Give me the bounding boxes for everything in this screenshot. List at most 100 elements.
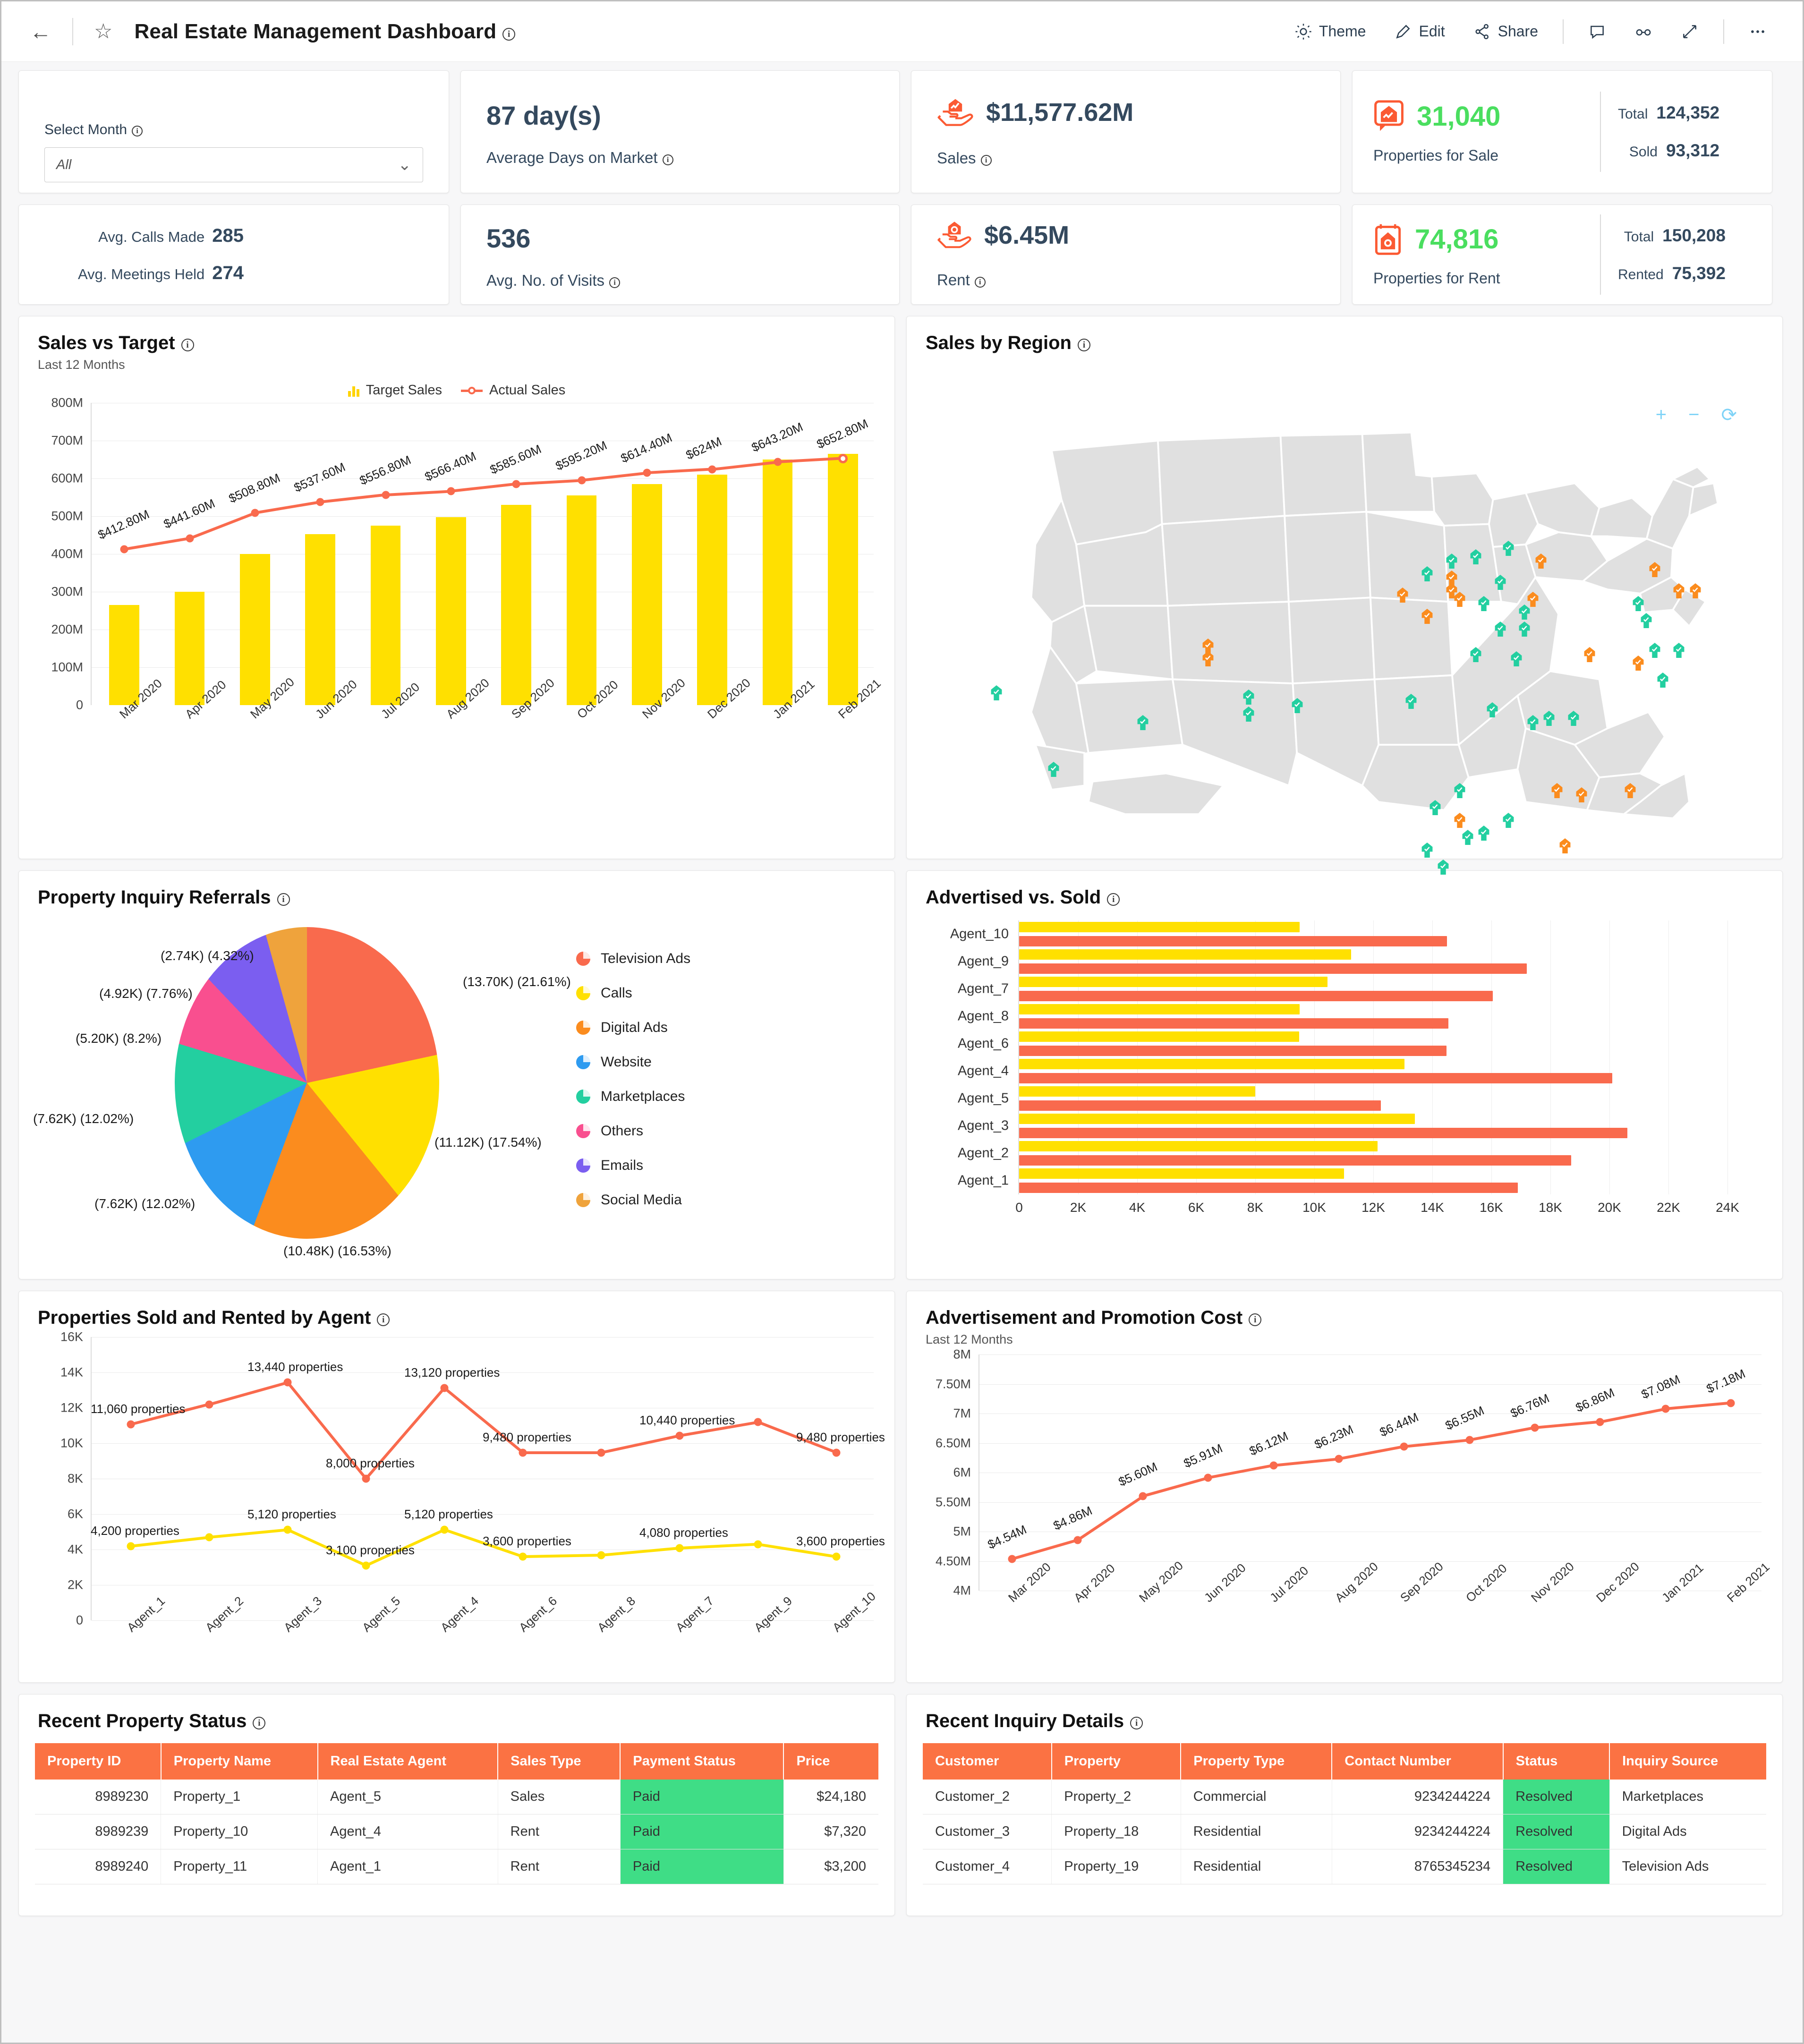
map-pin-rent-icon[interactable] [1632, 596, 1644, 611]
pie-legend-item[interactable]: Others [576, 1123, 690, 1139]
legend-actual-sales[interactable]: Actual Sales [461, 383, 565, 398]
cost-point[interactable] [1204, 1473, 1212, 1482]
map-pin-rent-icon[interactable] [1478, 826, 1490, 841]
map-pin-rent-icon[interactable] [990, 685, 1003, 700]
sold-point[interactable] [362, 1474, 370, 1483]
sold-bar[interactable] [1019, 1031, 1299, 1042]
map-pin-sale-icon[interactable] [1575, 787, 1588, 802]
column-header[interactable]: Price [783, 1743, 878, 1780]
advertised-bar[interactable] [1019, 1100, 1381, 1111]
actual-sales-point[interactable] [251, 509, 259, 517]
advertised-bar[interactable] [1019, 1128, 1627, 1138]
cost-point[interactable] [1727, 1399, 1735, 1407]
share-button[interactable]: Share [1459, 23, 1552, 41]
rented-point[interactable] [440, 1525, 449, 1534]
map-pin-rent-icon[interactable] [1437, 860, 1449, 875]
column-header[interactable]: Sales Type [498, 1743, 621, 1780]
target-sales-bar[interactable] [174, 592, 205, 705]
sold-bar[interactable] [1019, 949, 1352, 960]
rented-point[interactable] [362, 1561, 370, 1570]
map-pin-rent-icon[interactable] [1518, 605, 1531, 620]
map-pin-sale-icon[interactable] [1454, 813, 1466, 828]
map-pin-sale-icon[interactable] [1583, 647, 1596, 662]
target-sales-bar[interactable] [436, 517, 466, 705]
map-pin-sale-icon[interactable] [1535, 554, 1547, 569]
map-pin-rent-icon[interactable] [1470, 549, 1482, 564]
actual-sales-point[interactable] [186, 534, 194, 543]
map-pin-rent-icon[interactable] [1405, 694, 1417, 709]
target-sales-bar[interactable] [305, 534, 335, 705]
column-header[interactable]: Customer [923, 1743, 1052, 1780]
table-row[interactable]: Customer_2 Property_2 Commercial 9234244224… [923, 1780, 1766, 1814]
target-sales-bar[interactable] [828, 454, 858, 705]
cost-point[interactable] [1269, 1461, 1277, 1470]
column-header[interactable]: Status [1503, 1743, 1610, 1780]
column-header[interactable]: Inquiry Source [1609, 1743, 1766, 1780]
map-reset-button[interactable]: ⟳ [1721, 405, 1737, 426]
sold-bar[interactable] [1019, 1168, 1344, 1179]
pie-legend-item[interactable]: Television Ads [576, 951, 690, 967]
advertised-bar[interactable] [1019, 1155, 1571, 1166]
map-pin-sale-icon[interactable] [1689, 583, 1702, 598]
actual-sales-point[interactable] [316, 498, 324, 506]
map-pin-rent-icon[interactable] [1446, 554, 1458, 569]
pie-legend-item[interactable]: Website [576, 1054, 690, 1070]
cost-point[interactable] [1531, 1423, 1539, 1432]
cost-point[interactable] [1596, 1418, 1604, 1426]
target-sales-bar[interactable] [501, 505, 531, 705]
cost-point[interactable] [1139, 1492, 1147, 1500]
legend-target-sales[interactable]: Target Sales [348, 383, 442, 398]
map-pin-rent-icon[interactable] [1462, 830, 1474, 845]
table-row[interactable]: 8989230 Property_1 Agent_5 Sales Paid $24,180 [35, 1780, 878, 1814]
map-pin-rent-icon[interactable] [1137, 715, 1149, 730]
sold-point[interactable] [440, 1384, 449, 1392]
map-pin-rent-icon[interactable] [1543, 711, 1555, 726]
pie-legend-item[interactable]: Marketplaces [576, 1089, 690, 1105]
inquiry-referrals-info-icon[interactable]: i [277, 893, 290, 906]
map-pin-rent-icon[interactable] [1640, 613, 1652, 628]
rented-point[interactable] [283, 1525, 292, 1534]
theme-button[interactable]: Theme [1280, 23, 1380, 41]
actual-sales-point[interactable] [382, 491, 390, 499]
pie-legend-item[interactable]: Digital Ads [576, 1020, 690, 1036]
map-pin-sale-icon[interactable] [1673, 583, 1685, 598]
actual-sales-point[interactable] [120, 545, 128, 554]
target-sales-bar[interactable] [109, 605, 139, 705]
sold-point[interactable] [205, 1400, 213, 1408]
advertised-bar[interactable] [1019, 1018, 1449, 1029]
view-mode-button[interactable] [1620, 23, 1667, 41]
sales-by-region-info-icon[interactable]: i [1077, 339, 1090, 351]
sold-bar[interactable] [1019, 1114, 1415, 1124]
column-header[interactable]: Property ID [35, 1743, 162, 1780]
rented-point[interactable] [205, 1533, 213, 1542]
sold-point[interactable] [519, 1448, 527, 1456]
avg-visits-info-icon[interactable]: i [609, 277, 621, 288]
sold-bar[interactable] [1019, 1059, 1404, 1069]
ad-promo-cost-info-icon[interactable]: i [1249, 1313, 1262, 1326]
sales-info-icon[interactable]: i [980, 155, 992, 166]
map-pin-rent-icon[interactable] [1429, 800, 1441, 815]
actual-sales-point[interactable] [838, 453, 848, 463]
back-arrow-icon[interactable]: ← [30, 19, 51, 44]
advertised-bar[interactable] [1019, 936, 1447, 946]
sold-point[interactable] [127, 1420, 135, 1429]
map-pin-sale-icon[interactable] [1202, 639, 1214, 654]
referrals-pie-chart[interactable] [175, 927, 439, 1239]
map-pin-rent-icon[interactable] [1527, 715, 1539, 730]
sold-bar[interactable] [1019, 1141, 1378, 1151]
advertised-bar[interactable] [1019, 1046, 1447, 1056]
sold-bar[interactable] [1019, 922, 1300, 932]
column-header[interactable]: Property [1051, 1743, 1182, 1780]
table-row[interactable]: 8989240 Property_11 Agent_1 Rent Paid $3,200 [35, 1849, 878, 1884]
map-pin-rent-icon[interactable] [1421, 566, 1433, 581]
map-pin-sale-icon[interactable] [1202, 651, 1214, 666]
target-sales-bar[interactable] [240, 554, 270, 705]
column-header[interactable]: Real Estate Agent [317, 1743, 499, 1780]
target-sales-bar[interactable] [762, 460, 793, 705]
column-header[interactable]: Contact Number [1332, 1743, 1504, 1780]
map-pin-rent-icon[interactable] [1478, 596, 1490, 611]
map-pin-sale-icon[interactable] [1551, 783, 1563, 798]
sold-point[interactable] [283, 1378, 292, 1387]
map-pin-sale-icon[interactable] [1396, 588, 1409, 603]
cost-point[interactable] [1400, 1442, 1408, 1451]
